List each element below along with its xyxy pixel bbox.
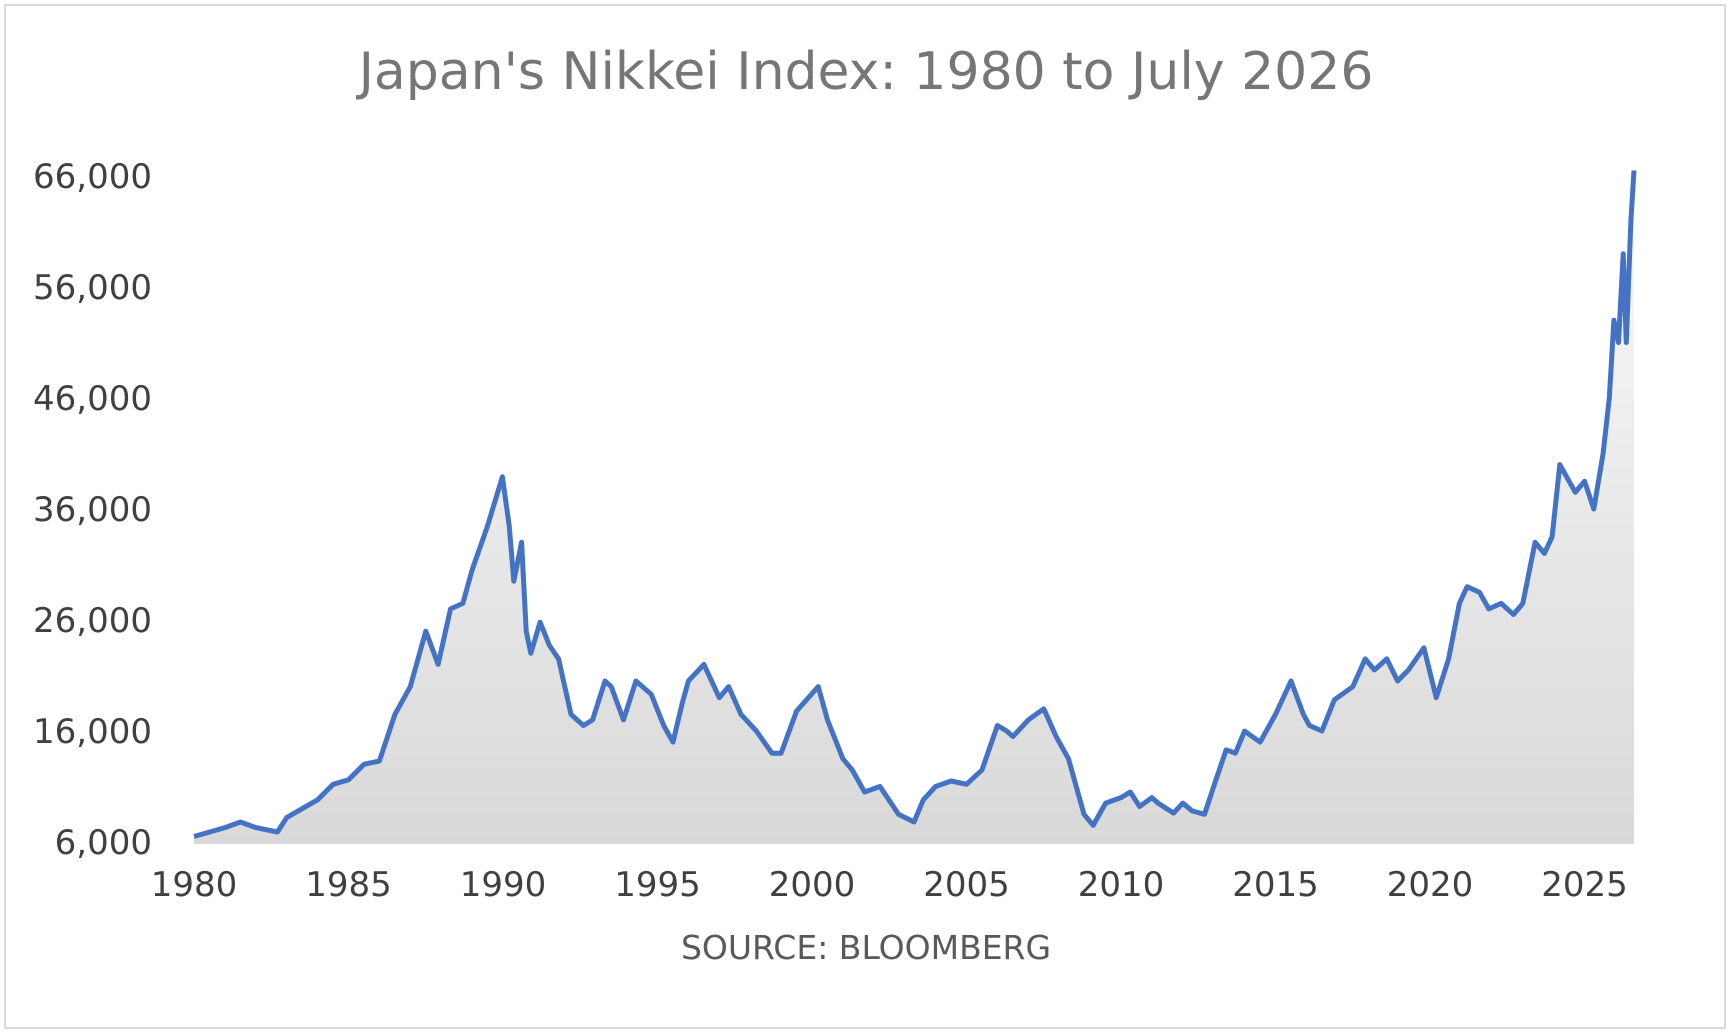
x-tick-label: 2000 bbox=[769, 865, 856, 905]
x-tick-label: 2005 bbox=[923, 865, 1010, 905]
x-tick-label: 1980 bbox=[151, 865, 238, 905]
x-axis-label: SOURCE: BLOOMBERG bbox=[680, 928, 1052, 967]
area-fill bbox=[194, 170, 1634, 844]
x-tick-label: 2020 bbox=[1387, 865, 1474, 905]
y-tick-label: 56,000 bbox=[33, 268, 152, 308]
x-tick-label: 1990 bbox=[460, 865, 547, 905]
y-tick-label: 16,000 bbox=[33, 712, 152, 752]
chart-title: Japan's Nikkei Index: 1980 to July 2026 bbox=[358, 42, 1374, 102]
x-tick-label: 2010 bbox=[1078, 865, 1165, 905]
y-tick-label: 6,000 bbox=[55, 823, 152, 863]
x-tick-label: 2015 bbox=[1232, 865, 1319, 905]
x-tick-label: 1995 bbox=[614, 865, 701, 905]
x-tick-label: 1985 bbox=[305, 865, 392, 905]
y-tick-label: 36,000 bbox=[33, 490, 152, 530]
y-tick-label: 26,000 bbox=[33, 601, 152, 641]
chart-frame bbox=[4, 4, 1726, 1029]
y-tick-label: 66,000 bbox=[33, 157, 152, 197]
x-tick-label: 2025 bbox=[1541, 865, 1628, 905]
series-line bbox=[193, 170, 1637, 839]
y-tick-label: 46,000 bbox=[33, 379, 152, 419]
